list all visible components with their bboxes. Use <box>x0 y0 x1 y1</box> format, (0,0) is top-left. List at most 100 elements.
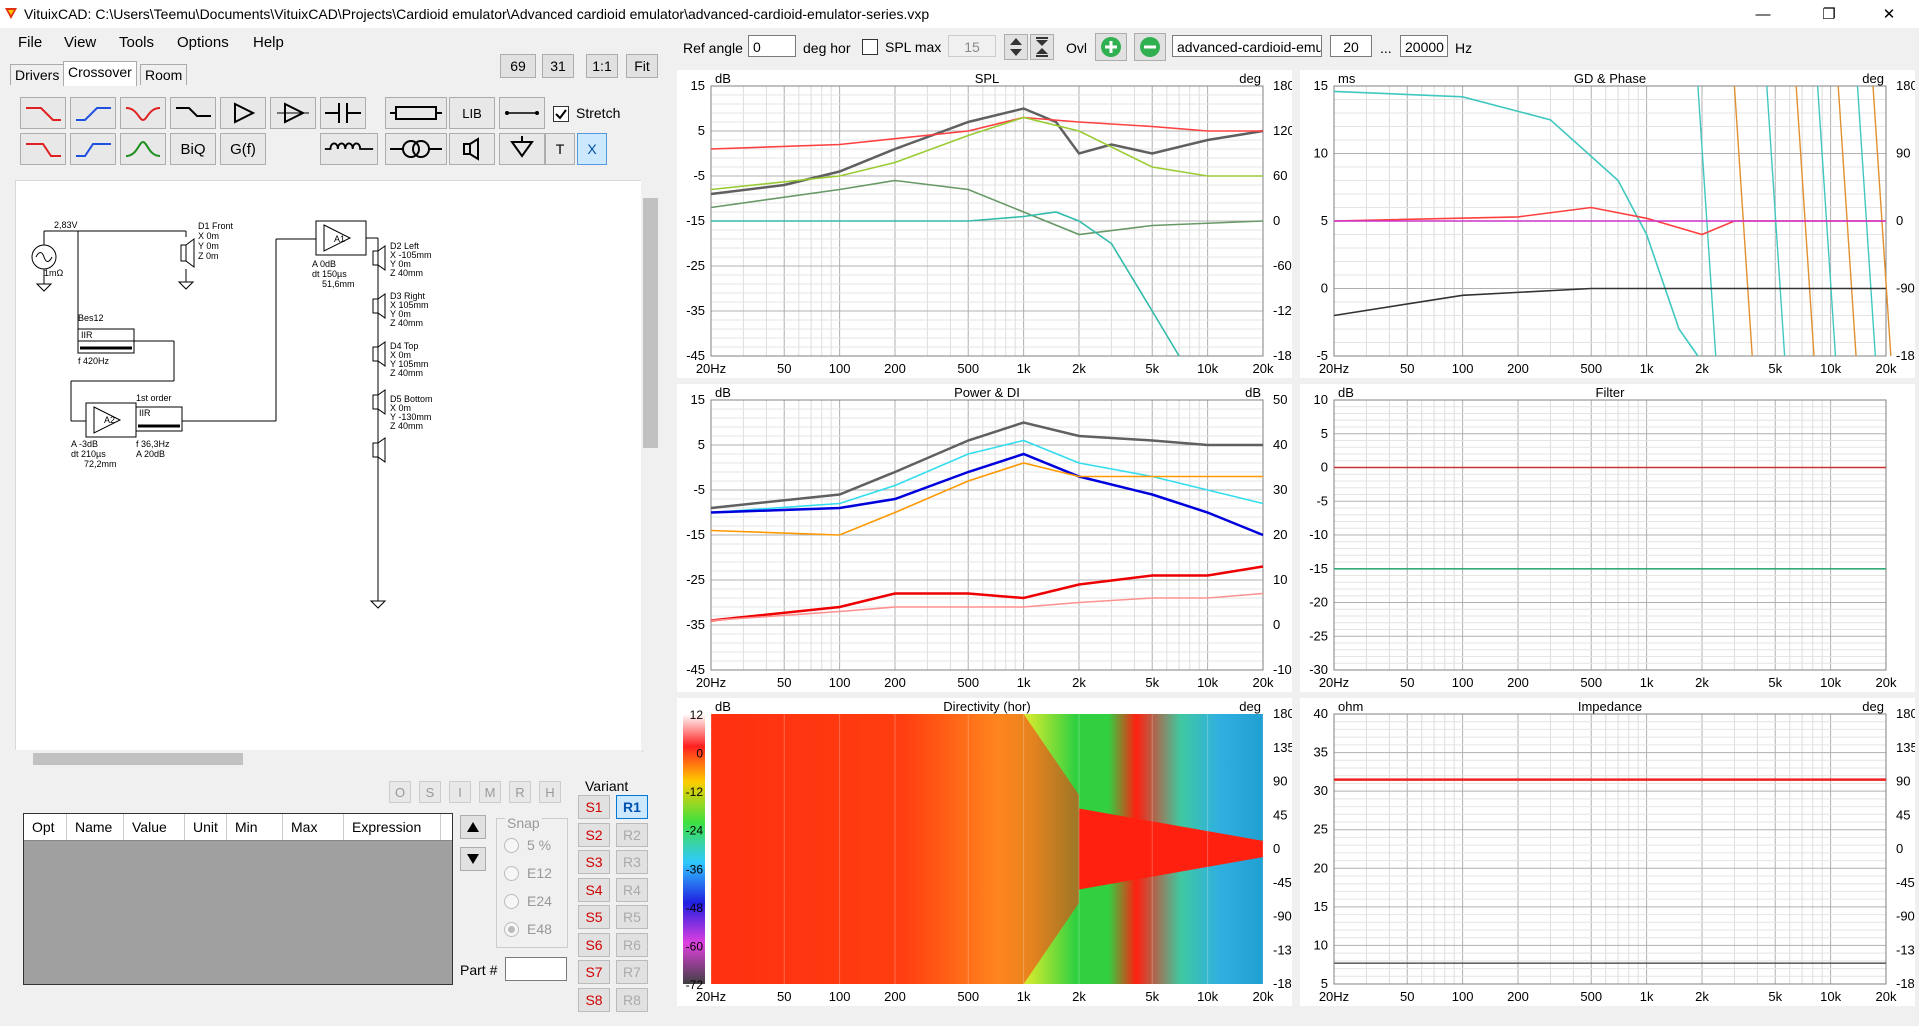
menu-help[interactable]: Help <box>253 34 284 51</box>
driver-tool-button[interactable] <box>449 133 495 165</box>
spl-chart-panel[interactable]: 15 5 -5 -15 -25 -35 -45 180 120 60 0 -60 -120 -180 20H… <box>677 70 1292 378</box>
opt-s-button[interactable]: S <box>419 781 441 803</box>
tab-room[interactable]: Room <box>140 64 188 85</box>
highpass-tool-button[interactable] <box>70 97 116 129</box>
buffer-tool-button[interactable] <box>270 97 316 129</box>
biquad-button[interactable]: BiQ <box>170 133 216 165</box>
spl-max-input[interactable]: 15 <box>948 35 996 57</box>
lowpass2-tool-button[interactable] <box>20 133 66 165</box>
menu-file[interactable]: File <box>18 34 43 51</box>
zoom-31-button[interactable]: 31 <box>542 54 574 78</box>
amplifier-tool-button[interactable] <box>220 97 266 129</box>
spl-chart[interactable]: 15 5 -5 -15 -25 -35 -45 180 120 60 0 -60 -120 -180 20H… <box>677 70 1292 378</box>
menu-tools[interactable]: Tools <box>119 34 155 51</box>
variant-r8-button[interactable]: R8 <box>616 987 648 1012</box>
variant-s8-button[interactable]: S8 <box>578 987 610 1012</box>
library-button[interactable]: LIB <box>449 97 495 129</box>
opt-h-button[interactable]: H <box>539 781 561 803</box>
variant-r5-button[interactable]: R5 <box>616 905 648 929</box>
notch-tool-button[interactable] <box>120 97 166 129</box>
variant-r2-button[interactable]: R2 <box>616 822 648 847</box>
highpass2-tool-button[interactable] <box>70 133 116 165</box>
directivity-chart[interactable]: 12 0 -12 -24 -36 -48 -60 -72 180 135 90 45 0 -45 -90 -1… <box>677 698 1292 1006</box>
impedance-chart-panel[interactable]: 40 35 30 25 20 15 10 5 180 135 90 45 0 -45 -90 -135 -180… <box>1300 698 1915 1006</box>
stretch-checkbox[interactable] <box>553 106 569 122</box>
opt-m-button[interactable]: M <box>479 781 501 803</box>
menu-options[interactable]: Options <box>177 34 229 51</box>
overlay-file-field[interactable]: advanced-cardioid-emul <box>1172 35 1322 57</box>
variant-r4-button[interactable]: R4 <box>616 877 648 902</box>
snap-e48-radio[interactable] <box>504 922 519 937</box>
snap-e12-radio[interactable] <box>504 866 519 881</box>
spl-max-checkbox[interactable] <box>862 39 878 55</box>
ref-angle-input[interactable]: 0 <box>748 35 796 57</box>
shelf-tool-button[interactable] <box>170 97 216 129</box>
vscroll-thumb[interactable] <box>643 198 658 448</box>
lowpass-tool-button[interactable] <box>20 97 66 129</box>
zoom-fit-button[interactable]: Fit <box>626 54 658 78</box>
schematic-vscrollbar[interactable] <box>641 180 660 750</box>
snap-e24-radio[interactable] <box>504 894 519 909</box>
overlay-add-button[interactable] <box>1095 33 1127 61</box>
filter-chart-panel[interactable]: 10 5 0 -5 -10 -15 -20 -25 -30 20Hz 50 100 200 500 1k 2k… <box>1300 384 1915 692</box>
variant-r7-button[interactable]: R7 <box>616 960 648 984</box>
opt-o-button[interactable]: O <box>389 781 411 803</box>
minimize-button[interactable]: — <box>1755 5 1771 23</box>
opt-r-button[interactable]: R <box>509 781 531 803</box>
variant-r6-button[interactable]: R6 <box>616 932 648 957</box>
auto-scale-button[interactable] <box>1030 34 1054 60</box>
variant-s2-button[interactable]: S2 <box>578 822 610 847</box>
snap-5-radio[interactable] <box>504 838 519 853</box>
directivity-chart-panel[interactable]: 12 0 -12 -24 -36 -48 -60 -72 180 135 90 45 0 -45 -90 -1… <box>677 698 1292 1006</box>
move-up-button[interactable] <box>460 815 486 839</box>
restore-button[interactable]: ❐ <box>1822 6 1836 23</box>
transformer-tool-button[interactable] <box>385 133 447 165</box>
part-number-input[interactable] <box>505 957 567 981</box>
tab-drivers[interactable]: Drivers <box>10 64 65 85</box>
menu-view[interactable]: View <box>64 34 97 51</box>
power-di-chart-panel[interactable]: 15 5 -5 -15 -25 -35 -45 50 40 30 20 10 0 -10 20Hz 50 100… <box>677 384 1292 692</box>
zoom-1to1-button[interactable]: 1:1 <box>586 54 618 78</box>
variant-s5-button[interactable]: S5 <box>578 905 610 929</box>
close-button[interactable]: ✕ <box>1882 6 1896 23</box>
gd-phase-chart[interactable]: 151050-5180900-90-18020Hz501002005001k2k… <box>1300 70 1915 378</box>
col-min[interactable]: Min <box>227 814 283 840</box>
overlay-remove-button[interactable] <box>1134 33 1166 61</box>
hscroll-thumb[interactable] <box>33 753 243 765</box>
wire-tool-button[interactable] <box>499 97 545 129</box>
move-down-button[interactable] <box>460 847 486 871</box>
col-opt[interactable]: Opt <box>24 814 67 840</box>
parameter-grid[interactable]: Opt Name Value Unit Min Max Expression <box>23 813 453 985</box>
gd-phase-chart-panel[interactable]: 151050-5180900-90-18020Hz501002005001k2k… <box>1300 70 1915 378</box>
gf-button[interactable]: G(f) <box>220 133 266 165</box>
variant-r3-button[interactable]: R3 <box>616 850 648 874</box>
variant-s3-button[interactable]: S3 <box>578 850 610 874</box>
freq-min-input[interactable]: 20 <box>1330 35 1372 57</box>
capacitor-tool-button[interactable] <box>320 97 366 129</box>
spl-max-spinner[interactable] <box>1004 34 1028 60</box>
col-unit[interactable]: Unit <box>185 814 227 840</box>
col-expression[interactable]: Expression <box>344 814 441 840</box>
bandpass-tool-button[interactable] <box>120 133 166 165</box>
inductor-tool-button[interactable] <box>320 133 378 165</box>
schematic-canvas[interactable]: 2,83V 1mΩ D1 Front X 0m Y 0m Z 0m Bes12 … <box>15 180 643 752</box>
variant-s6-button[interactable]: S6 <box>578 932 610 957</box>
col-value[interactable]: Value <box>124 814 185 840</box>
variant-r1-button[interactable]: R1 <box>616 795 648 819</box>
schematic-hscrollbar[interactable] <box>15 750 641 768</box>
variant-s7-button[interactable]: S7 <box>578 960 610 984</box>
crossing-tool-button[interactable]: X <box>577 133 607 165</box>
tab-crossover[interactable]: Crossover <box>63 61 137 86</box>
zoom-69-button[interactable]: 69 <box>500 54 536 78</box>
freq-max-input[interactable]: 20000 <box>1400 35 1448 57</box>
variant-s1-button[interactable]: S1 <box>578 795 610 819</box>
impedance-chart[interactable]: 40 35 30 25 20 15 10 5 180 135 90 45 0 -45 -90 -135 -180… <box>1300 698 1915 1006</box>
resistor-tool-button[interactable] <box>385 97 447 129</box>
ground-tool-button[interactable] <box>499 133 545 165</box>
col-max[interactable]: Max <box>283 814 344 840</box>
col-name[interactable]: Name <box>67 814 124 840</box>
variant-s4-button[interactable]: S4 <box>578 877 610 902</box>
text-tool-button[interactable]: T <box>545 133 575 165</box>
